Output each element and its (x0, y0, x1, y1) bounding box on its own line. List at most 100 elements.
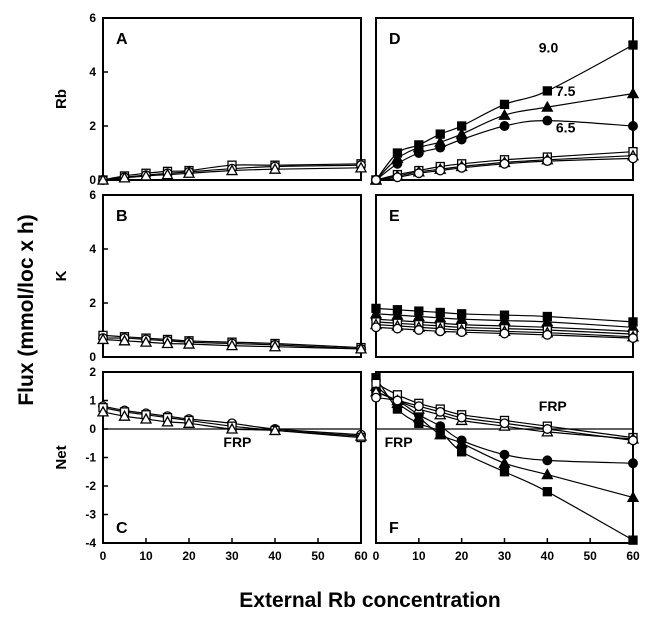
panel-c-x-tick-label: 0 (100, 549, 107, 563)
panel-e-letter: E (389, 208, 400, 225)
panel-d: 9.0 7.5 6.5 D (369, 17, 640, 185)
panel-c-series-3 (96, 405, 368, 441)
panel-d-series-6-point (499, 158, 510, 169)
panel-c-series-3-point (354, 429, 368, 441)
panel-f-series-2-point (434, 428, 447, 440)
panel-e-series-6-point (456, 327, 467, 338)
panel-c-x-tick-label: 30 (225, 549, 239, 563)
panel-f: 0 10 20 30 40 50 60 FRP FRP F (369, 371, 640, 563)
panel-f-series-6-point (435, 406, 446, 417)
panel-b-series-3-point (118, 334, 131, 346)
panel-d-annotation-3: 6.5 (556, 119, 576, 135)
panel-f-x-tick-label: 10 (412, 549, 426, 563)
panel-b-series-3 (96, 333, 368, 354)
panel-c-series-3-point (118, 409, 131, 421)
panel-c-x-tick-label: 60 (354, 549, 368, 563)
panel-a-series-3-point (96, 173, 110, 185)
panel-d-series-6 (371, 153, 638, 185)
panel-c-frame (102, 371, 362, 544)
panel-c-series-3-point (268, 424, 282, 436)
panel-e-series-6-point (371, 322, 381, 333)
panel-f-series-6-point (628, 435, 638, 446)
panel-b-y-tick-label: 2 (89, 296, 96, 310)
panel-f-series-6-point (371, 392, 381, 403)
panel-f-series-1-point (457, 447, 467, 457)
panel-d-frame (375, 17, 634, 181)
panel-b-letter: B (116, 208, 128, 225)
panel-f-x-tick-label: 30 (498, 549, 512, 563)
panel-e-series-6-point (392, 323, 403, 334)
panel-c-series-3-point (139, 412, 153, 424)
panel-c-annotation-1: FRP (223, 434, 251, 450)
panel-b-series-3-point (96, 333, 110, 345)
panel-e-series-6-point (413, 325, 424, 335)
panel-b-series-3-point (182, 337, 196, 349)
panel-b-series-3-point (161, 337, 174, 349)
panel-c-x-tick-label: 20 (182, 549, 196, 563)
panel-d-series-6-point (542, 156, 553, 167)
panel-f-annotation-1: FRP (539, 398, 567, 414)
figure-x-axis-label: External Rb concentration (239, 589, 500, 612)
panel-d-letter: D (389, 31, 401, 48)
panel-a-series-3-point (161, 168, 174, 180)
panel-c-y-tick-label: 0 (89, 422, 96, 436)
panel-f-series-2-point (541, 468, 554, 480)
panel-c-x-tick-label: 40 (268, 549, 282, 563)
panel-f-series-6-point (542, 424, 553, 434)
panel-f-series-2-point (498, 456, 511, 468)
panel-d-series-3-point (628, 121, 638, 131)
panel-b-series-3-point (139, 335, 153, 347)
panel-e-frame (375, 194, 634, 358)
panel-a-series-3-point (354, 161, 368, 173)
panel-d-series-6-point (435, 165, 446, 176)
panel-f-series-2-point (626, 491, 640, 503)
panel-d-series-3-point (542, 115, 553, 126)
panel-f-x-tick-label: 40 (541, 549, 555, 563)
panel-a-letter: A (116, 31, 128, 48)
panel-f-series-6-point (392, 395, 403, 406)
panel-f-series-3-point (456, 435, 467, 446)
panel-a-y-tick-label: 2 (89, 119, 96, 133)
panel-a: 0 2 4 6 Rb A (53, 11, 368, 187)
panel-a-frame (102, 17, 362, 181)
panel-b-series-3-point (268, 340, 282, 352)
panel-e-series-6-point (435, 326, 446, 337)
panel-e-series-6-point (628, 333, 638, 344)
panel-f-x-tick-label: 50 (583, 549, 597, 563)
panel-f-x-tick-label: 60 (626, 549, 640, 563)
panel-b-y-tick-label: 4 (89, 242, 96, 256)
panel-d-series-3-point (392, 158, 403, 169)
panel-f-x-tick-label: 0 (373, 549, 380, 563)
panel-b-y-tick-label: 6 (89, 188, 96, 202)
panel-f-series-3-point (542, 455, 553, 466)
panel-d-series-1-point (628, 40, 638, 50)
panel-d-series-6-point (392, 172, 403, 183)
panel-d-annotation-2: 7.5 (556, 83, 576, 99)
panel-c-y-tick-label: -1 (85, 451, 96, 465)
panel-a-y-tick-label: 4 (89, 65, 96, 79)
panel-d-series-3-point (499, 121, 510, 131)
panel-f-letter: F (389, 520, 399, 537)
panel-f-series-1-point (499, 467, 510, 477)
panel-d-annotation-1: 9.0 (539, 40, 559, 56)
panel-f-x-tick-label: 20 (455, 549, 469, 563)
panel-f-series-3-point (628, 458, 638, 469)
panel-c-y-tick-label: -2 (85, 479, 96, 493)
panel-f-series-6-point (413, 401, 424, 412)
panel-c-y-tick-label: -3 (85, 508, 96, 522)
panel-a-series-3-point (118, 171, 131, 183)
panel-a-row-label: Rb (53, 89, 70, 109)
panel-f-series-6-point (499, 418, 510, 429)
panel-d-series-6-point (456, 162, 467, 173)
panel-b-frame (102, 194, 362, 358)
panel-f-series-6-point (456, 412, 467, 423)
panel-c-series-3-point (96, 405, 110, 417)
panel-f-series-1-point (628, 535, 638, 545)
panel-e-series-6 (371, 322, 638, 344)
panel-c-series-3-point (225, 422, 239, 434)
panel-a-series-3 (96, 161, 368, 185)
panel-d-series-2-point (626, 87, 640, 99)
panel-c-series-3-point (161, 415, 174, 427)
